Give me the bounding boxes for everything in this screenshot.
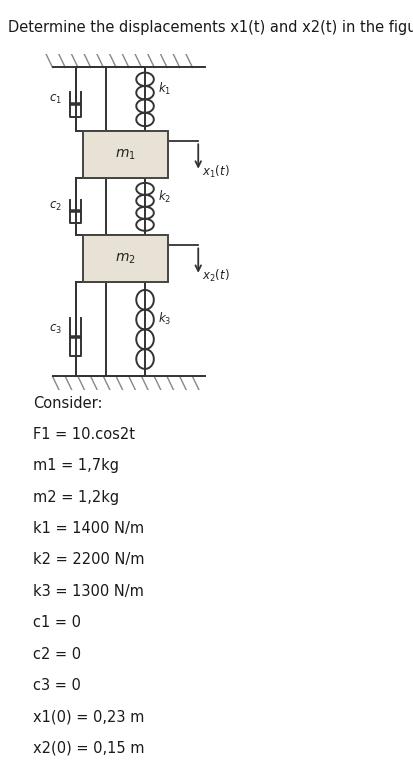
Text: m2 = 1,2kg: m2 = 1,2kg: [33, 489, 119, 505]
Text: $c_2$: $c_2$: [49, 200, 62, 213]
Text: k1 = 1400 N/m: k1 = 1400 N/m: [33, 521, 144, 536]
Text: $x_2(t)$: $x_2(t)$: [202, 268, 229, 284]
Text: $k_1$: $k_1$: [158, 81, 171, 97]
Text: $c_1$: $c_1$: [49, 93, 62, 106]
Bar: [83, 235, 168, 283]
Text: k2 = 2200 N/m: k2 = 2200 N/m: [33, 553, 145, 567]
Text: F1 = 10.cos2t: F1 = 10.cos2t: [33, 427, 135, 442]
Text: m1 = 1,7kg: m1 = 1,7kg: [33, 459, 119, 473]
Text: $m_1$: $m_1$: [115, 147, 136, 162]
Text: $m_2$: $m_2$: [115, 252, 136, 266]
Text: $k_3$: $k_3$: [158, 311, 171, 327]
Text: $c_3$: $c_3$: [49, 323, 62, 336]
Text: x2(0) = 0,15 m: x2(0) = 0,15 m: [33, 740, 145, 756]
Text: c3 = 0: c3 = 0: [33, 678, 81, 693]
Text: Determine the displacements x1(t) and x2(t) in the figure: Determine the displacements x1(t) and x2…: [8, 19, 413, 35]
Text: c2 = 0: c2 = 0: [33, 647, 81, 662]
Text: c1 = 0: c1 = 0: [33, 615, 81, 630]
Text: Consider:: Consider:: [33, 395, 102, 411]
Bar: [83, 131, 168, 178]
Text: $x_1(t)$: $x_1(t)$: [202, 164, 229, 180]
Text: x1(0) = 0,23 m: x1(0) = 0,23 m: [33, 709, 145, 724]
Text: $k_2$: $k_2$: [158, 188, 171, 205]
Text: k3 = 1300 N/m: k3 = 1300 N/m: [33, 584, 144, 599]
